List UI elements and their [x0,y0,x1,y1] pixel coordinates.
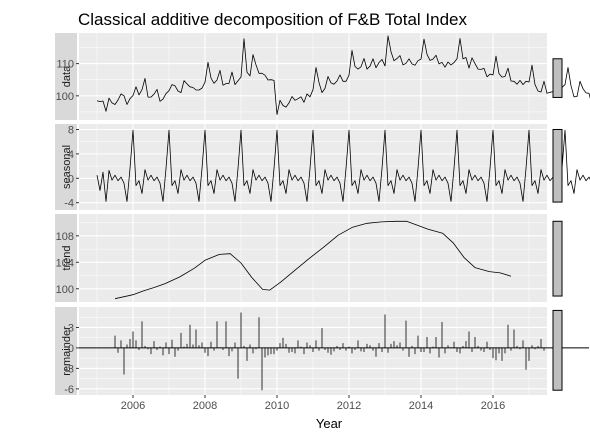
y-tick-label: 100 [56,91,74,103]
strip-label-seasonal: seasonal [61,145,73,189]
range-bar-remainder [552,309,563,391]
y-tick-label: -6 [64,384,74,396]
series-line-data [96,35,590,115]
panel-remainder: remainder -6 -3 0 3 [55,307,589,396]
range-bar-data [552,58,563,98]
y-tick-label: -3 [64,363,74,375]
x-tick-label: 2008 [193,400,217,412]
chart-title: Classical additive decomposition of F&B … [78,10,467,29]
series-line-seasonal [96,129,590,202]
y-tick-label: 108 [56,231,74,243]
y-tick-label: 0 [68,343,74,355]
strip-remainder [55,307,77,395]
panel-seasonal: seasonal -4 0 4 8 [55,124,590,210]
panel-trend: trend 100 104 108 [55,214,563,302]
strip-label-data: data [61,65,73,87]
panel-data: data 100 110 [55,33,590,120]
strip-trend [55,214,77,302]
strip-seasonal [55,124,77,210]
y-tick-label: 104 [56,257,74,269]
x-tick-label: 2012 [337,400,361,412]
x-tick-label: 2014 [409,400,433,412]
range-bar-seasonal [552,128,563,203]
y-tick-label: 3 [68,322,74,334]
y-tick-label: 8 [68,124,74,136]
y-tick-label: 0 [68,173,74,185]
range-bar-trend [552,220,563,297]
x-axis: 2006 2008 2010 2012 2014 2016 [121,395,505,412]
y-tick-label: 100 [56,284,74,296]
x-tick-label: 2010 [265,400,289,412]
series-line-trend [114,220,512,300]
strip-label-trend: trend [61,245,73,270]
y-tick-label: -4 [64,198,74,210]
strip-data [55,33,77,120]
strip-label-remainder: remainder [61,326,73,376]
y-tick-label: 4 [68,149,74,161]
chart-panels: data 100 110 seasonal -4 0 4 8 trend 100 104 108 rem… [55,33,590,396]
x-axis-title: Year [316,416,343,431]
y-tick-label: 110 [56,59,74,71]
x-tick-label: 2006 [121,400,145,412]
x-tick-label: 2016 [481,400,505,412]
